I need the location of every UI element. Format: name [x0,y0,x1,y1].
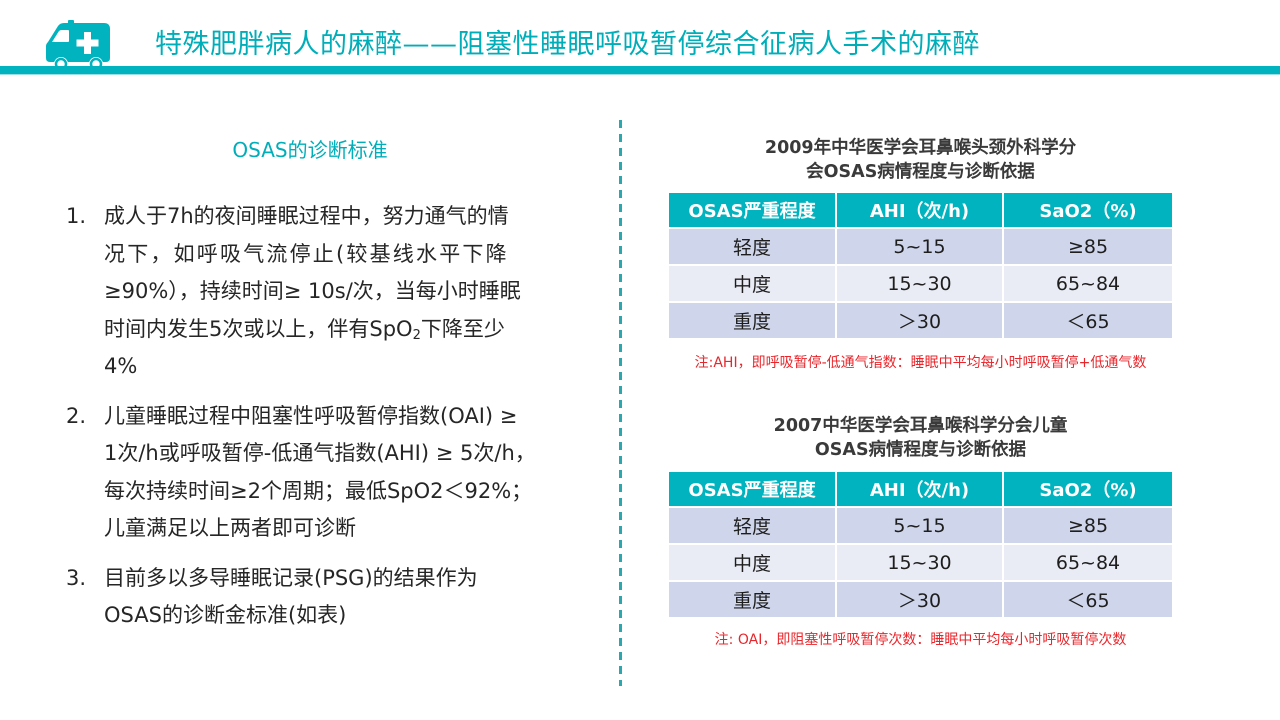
section-title: OSAS的诊断标准 [232,138,388,162]
header-underline [0,66,1280,74]
criteria-line: 况下，如呼吸气流停止(较基线水平下降 [104,241,509,266]
table-row: 重度 ＞30 ＜65 [669,580,1172,617]
table-row: 中度 15~30 65~84 [669,543,1172,580]
criteria-line: OSAS的诊断金标准(如表) [104,603,347,627]
table-cell: ＞30 [837,303,1004,338]
table-cell: 5~15 [837,229,1004,264]
criteria-item-2: 2. 儿童睡眠过程中阻塞性呼吸暂停指数(OAI) ≥ 1次/h或呼吸暂停-低通气… [66,398,586,548]
table-cell: ≥85 [1067,514,1109,537]
criteria-item-1: 1. 成人于7h的夜间睡眠过程中，努力通气的情 况下，如呼吸气流停止(较基线水平… [66,198,586,386]
list-number: 3. [66,565,87,590]
table-cell: 轻度 [669,508,837,543]
ambulance-icon [46,20,110,70]
table-header-row: OSAS严重程度 AHI（次/h) SaO2（%) [669,472,1172,506]
table-row: 轻度 5~15 ≥85 [669,227,1172,264]
criteria-line: 1次/h或呼吸暂停-低通气指数(AHI) ≥ 5次/h， [104,441,536,465]
subscript: 2 [412,327,421,343]
criteria-list: 1. 成人于7h的夜间睡眠过程中，努力通气的情 况下，如呼吸气流停止(较基线水平… [66,198,586,647]
criteria-line: 儿童满足以上两者即可诊断 [104,516,356,540]
child-osas-table: OSAS严重程度 AHI（次/h) SaO2（%) 轻度 5~15 ≥85 中度… [669,472,1172,617]
table-row: 中度 15~30 65~84 [669,264,1172,301]
header-cell-sao2: SaO2（%) [1039,480,1137,501]
table-row: 重度 ＞30 ＜65 [669,301,1172,338]
table-cell: ＜65 [1066,590,1110,612]
criteria-line: 时间内发生5次或以上，伴有SpO2下降至少 [104,311,586,349]
table-title: 2007中华医学会耳鼻喉科学分会儿童 OSAS病情程度与诊断依据 [639,414,1202,462]
table-cell: 重度 [669,582,837,617]
adult-osas-table: OSAS严重程度 AHI（次/h) SaO2（%) 轻度 5~15 ≥85 中度… [669,193,1172,338]
table-header-row: OSAS严重程度 AHI（次/h) SaO2（%) [669,193,1172,227]
criteria-text: 下降至少 [420,316,505,341]
table-cell: 65~84 [1055,272,1121,295]
table-title-line: 会OSAS病情程度与诊断依据 [806,162,1035,182]
header-cell-sao2: SaO2（%) [1039,201,1137,222]
table-row: 轻度 5~15 ≥85 [669,506,1172,543]
criteria-line: 每次持续时间≥2个周期；最低SpO2＜92%； [104,478,533,503]
table-cell: 重度 [669,303,837,338]
table-cell: 轻度 [669,229,837,264]
criteria-text: 时间内发生5次或以上，伴有SpO [104,316,413,341]
table-cell: 65~84 [1055,551,1121,574]
table-cell: 15~30 [837,266,1004,301]
table-cell: 5~15 [837,508,1004,543]
table-cell: ≥85 [1067,235,1109,258]
column-divider [619,120,622,686]
table-cell: 中度 [669,545,837,580]
table-title: 2009年中华医学会耳鼻喉头颈外科学分 会OSAS病情程度与诊断依据 [639,136,1202,184]
table-cell: 15~30 [837,545,1004,580]
table-title-line: 2007中华医学会耳鼻喉科学分会儿童 [773,416,1068,436]
header-cell-severity: OSAS严重程度 [669,193,837,227]
criteria-line: 儿童睡眠过程中阻塞性呼吸暂停指数(OAI) ≥ [104,403,518,428]
table-cell: ＜65 [1066,311,1110,333]
criteria-line: 成人于7h的夜间睡眠过程中，努力通气的情 [104,204,509,228]
table-cell: 中度 [669,266,837,301]
table-note: 注: OAI，即阻塞性呼吸暂停次数：睡眠中平均每小时呼吸暂停次数 [714,632,1127,648]
table-title-line: OSAS病情程度与诊断依据 [814,440,1027,460]
table-cell: ＞30 [837,582,1004,617]
table-title-line: 2009年中华医学会耳鼻喉头颈外科学分 [764,138,1077,158]
page-title: 特殊肥胖病人的麻醉——阻塞性睡眠呼吸暂停综合征病人手术的麻醉 [155,29,980,60]
criteria-line: ≥90%），持续时间≥ 10s/次，当每小时睡眠 [104,279,521,303]
list-number: 1. [66,204,87,228]
header-cell-ahi: AHI（次/h) [837,193,1004,227]
criteria-line: 目前多以多导睡眠记录(PSG)的结果作为 [104,565,478,590]
header-cell-severity: OSAS严重程度 [669,472,837,506]
criteria-line: 4% [104,354,138,378]
list-number: 2. [66,403,87,428]
table-note: 注:AHI，即呼吸暂停-低通气指数：睡眠中平均每小时呼吸暂停+低通气数 [694,355,1147,371]
header-cell-ahi: AHI（次/h) [837,472,1004,506]
criteria-item-3: 3. 目前多以多导睡眠记录(PSG)的结果作为 OSAS的诊断金标准(如表) [66,560,586,635]
